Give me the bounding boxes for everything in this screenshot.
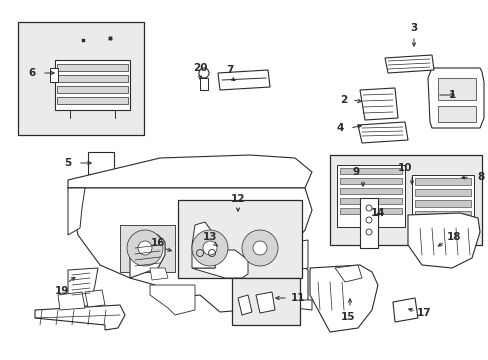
Circle shape	[199, 68, 208, 78]
Polygon shape	[150, 268, 168, 280]
Polygon shape	[384, 55, 433, 73]
Text: 7: 7	[226, 65, 233, 75]
Polygon shape	[218, 70, 269, 90]
Text: 13: 13	[203, 232, 217, 242]
Polygon shape	[68, 155, 311, 188]
Polygon shape	[150, 285, 195, 315]
Text: 5: 5	[64, 158, 71, 168]
Polygon shape	[427, 68, 483, 128]
Text: 11: 11	[290, 293, 305, 303]
Polygon shape	[407, 213, 479, 268]
Text: 1: 1	[447, 90, 455, 100]
Text: 3: 3	[409, 23, 417, 33]
Text: 19: 19	[55, 286, 69, 296]
Circle shape	[138, 241, 152, 255]
Bar	[414, 211, 470, 218]
Bar	[339, 208, 401, 214]
Text: 16: 16	[150, 238, 165, 248]
Polygon shape	[238, 295, 251, 315]
Text: 9: 9	[352, 167, 359, 177]
Polygon shape	[334, 265, 361, 282]
Bar	[57, 97, 128, 104]
Polygon shape	[359, 88, 397, 120]
Bar	[57, 75, 128, 82]
Bar	[339, 188, 401, 194]
Bar	[178, 200, 302, 278]
Bar	[437, 78, 475, 100]
Bar	[411, 175, 473, 230]
Bar	[339, 168, 401, 174]
Circle shape	[242, 230, 278, 266]
Bar	[57, 64, 128, 71]
Circle shape	[252, 241, 266, 255]
Bar	[231, 278, 299, 325]
Text: 15: 15	[340, 312, 354, 322]
Bar	[57, 86, 128, 93]
Bar	[414, 200, 470, 207]
Bar	[359, 198, 377, 248]
Bar	[329, 155, 481, 245]
Polygon shape	[68, 268, 98, 308]
Polygon shape	[190, 228, 235, 270]
Text: 20: 20	[192, 63, 207, 73]
Text: 8: 8	[476, 172, 484, 182]
Text: 4: 4	[336, 123, 343, 133]
Bar	[18, 22, 143, 135]
Text: 18: 18	[446, 232, 460, 242]
Bar	[414, 189, 470, 196]
Polygon shape	[309, 265, 377, 332]
Polygon shape	[58, 292, 85, 310]
Text: 2: 2	[340, 95, 347, 105]
Polygon shape	[85, 290, 105, 307]
Bar	[336, 165, 404, 227]
Polygon shape	[130, 232, 164, 278]
Polygon shape	[120, 225, 175, 272]
Polygon shape	[357, 122, 407, 143]
Text: 14: 14	[370, 208, 385, 218]
Text: 17: 17	[416, 308, 430, 318]
Polygon shape	[68, 188, 85, 235]
Polygon shape	[392, 298, 417, 322]
Text: 12: 12	[230, 194, 245, 204]
Polygon shape	[50, 68, 58, 82]
Bar	[437, 106, 475, 122]
Polygon shape	[256, 292, 274, 313]
Circle shape	[192, 230, 227, 266]
Bar	[200, 78, 207, 90]
Polygon shape	[244, 235, 285, 268]
Polygon shape	[192, 222, 218, 268]
Circle shape	[203, 241, 217, 255]
Bar	[414, 178, 470, 185]
Bar	[88, 152, 114, 174]
Polygon shape	[68, 188, 311, 320]
Bar	[339, 178, 401, 184]
Polygon shape	[55, 60, 130, 110]
Text: 10: 10	[397, 163, 411, 173]
Bar	[339, 198, 401, 204]
Polygon shape	[35, 305, 125, 330]
Polygon shape	[192, 250, 247, 278]
Text: 6: 6	[28, 68, 36, 78]
Circle shape	[127, 230, 163, 266]
Polygon shape	[294, 240, 311, 310]
